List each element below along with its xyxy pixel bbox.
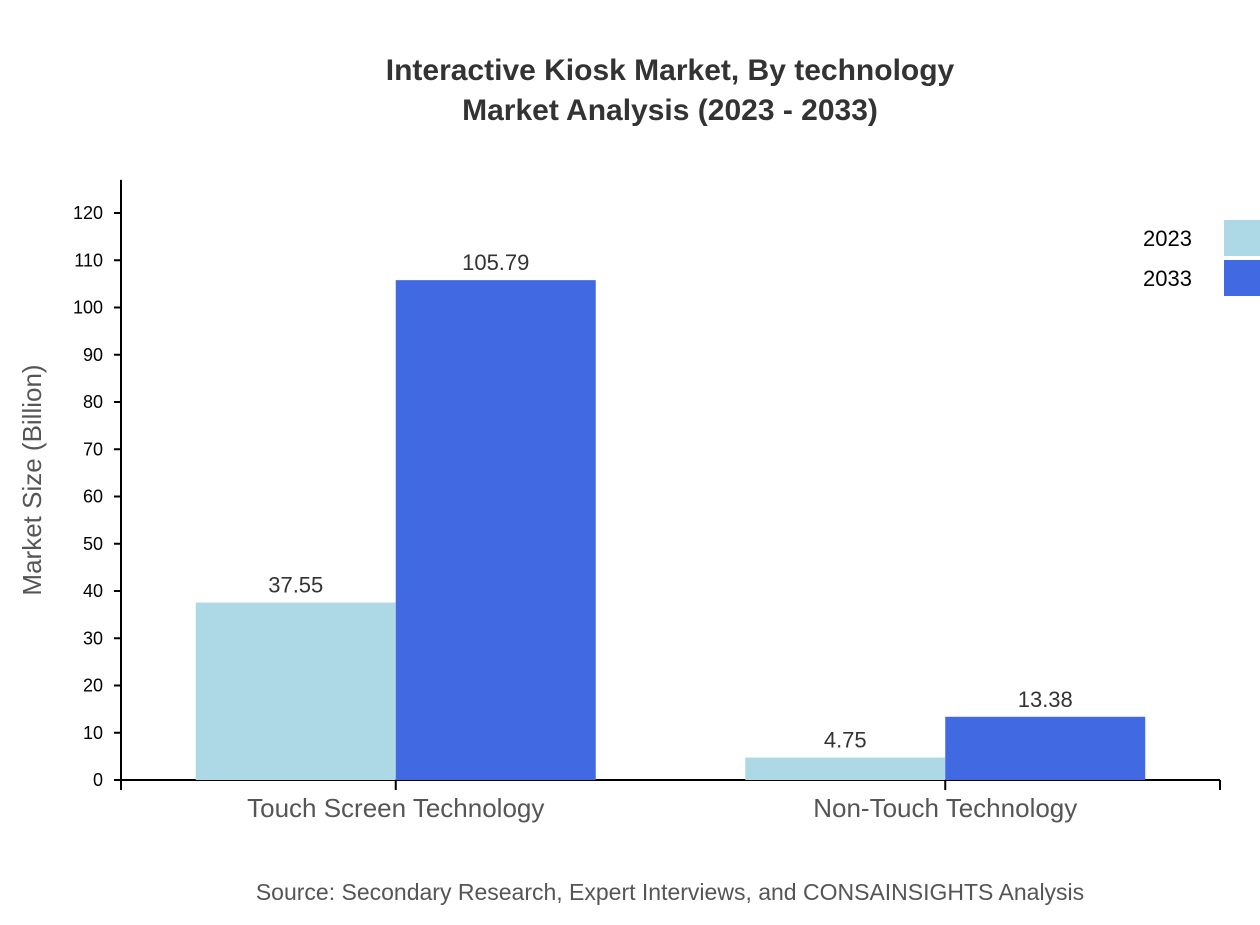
y-tick-label: 0 — [93, 770, 103, 790]
legend-label: 2033 — [1143, 266, 1192, 291]
legend-swatch-2023 — [1224, 220, 1260, 256]
legend-label: 2023 — [1143, 226, 1192, 251]
data-label: 13.38 — [1018, 687, 1073, 712]
bar-2033 — [395, 280, 596, 780]
data-label: 37.55 — [268, 573, 323, 598]
x-tick-label: Non-Touch Technology — [813, 793, 1077, 823]
y-tick-label: 30 — [83, 628, 103, 648]
source-note: Source: Secondary Research, Expert Inter… — [256, 879, 1084, 905]
bar-2023 — [195, 602, 396, 780]
y-tick-label: 100 — [73, 298, 103, 318]
bar-2023 — [745, 757, 946, 780]
y-tick-label: 60 — [83, 487, 103, 507]
y-tick-label: 40 — [83, 581, 103, 601]
y-tick-label: 70 — [83, 439, 103, 459]
bar-2033 — [945, 716, 1146, 780]
x-tick-label: Touch Screen Technology — [247, 793, 544, 823]
y-tick-label: 110 — [74, 250, 103, 270]
data-label: 4.75 — [824, 728, 867, 753]
legend-swatch-2033 — [1224, 260, 1260, 296]
y-axis-label: Market Size (Billion) — [17, 364, 47, 595]
y-tick-label: 90 — [83, 345, 103, 365]
y-tick-label: 120 — [73, 203, 103, 223]
chart-title: Interactive Kiosk Market, By technology — [386, 54, 955, 87]
y-tick-label: 20 — [83, 676, 103, 696]
y-tick-label: 50 — [83, 534, 103, 554]
y-tick-label: 10 — [83, 723, 103, 743]
data-label: 105.79 — [462, 250, 529, 275]
y-tick-label: 80 — [83, 392, 103, 412]
chart-subtitle: Market Analysis (2023 - 2033) — [462, 94, 878, 127]
